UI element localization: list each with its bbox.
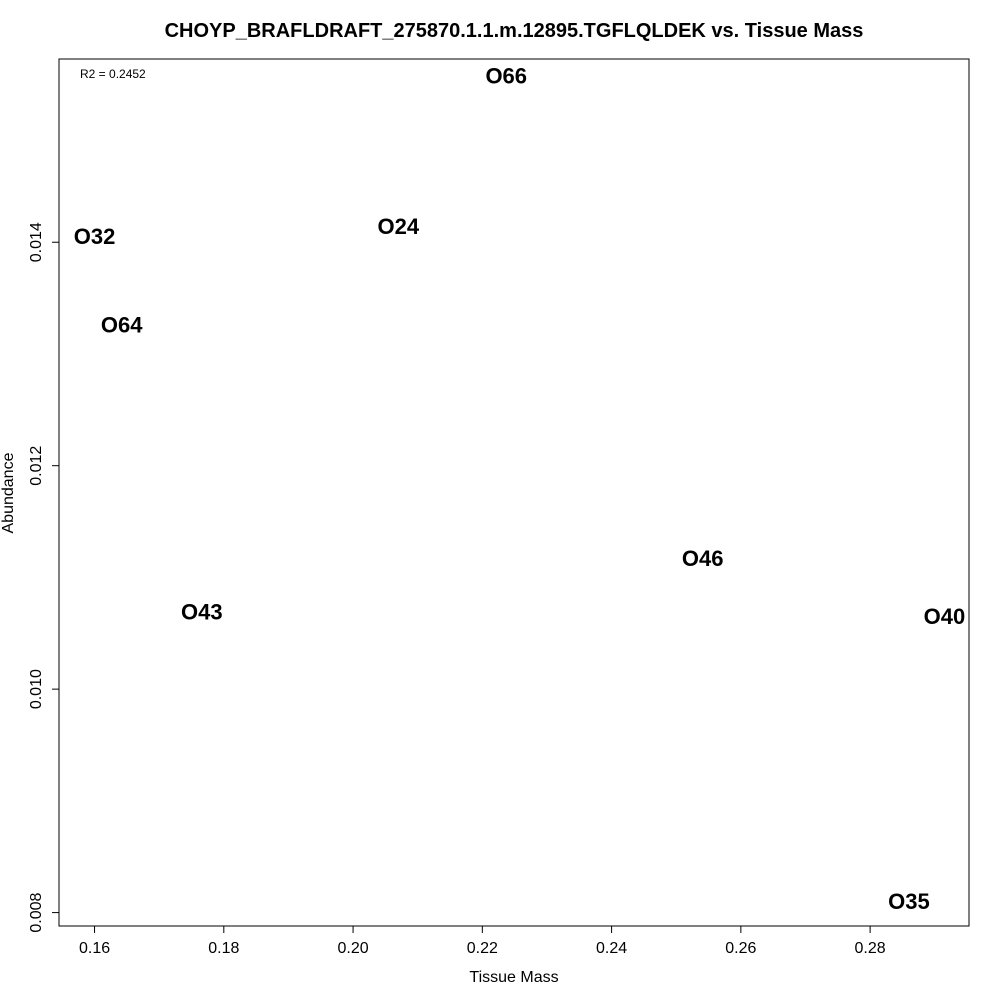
x-axis: 0.16 0.18 0.20 0.22 0.24 0.26 0.28 bbox=[79, 925, 886, 957]
x-tick-label: 0.28 bbox=[855, 940, 886, 957]
y-tick-label: 0.010 bbox=[28, 669, 45, 709]
x-tick-label: 0.26 bbox=[725, 940, 756, 957]
y-axis: 0.008 0.010 0.012 0.014 bbox=[28, 222, 60, 933]
data-points: O66 O32 O24 O64 O46 O43 O40 O35 bbox=[74, 63, 965, 914]
x-tick-label: 0.18 bbox=[208, 940, 239, 957]
x-tick-label: 0.22 bbox=[467, 940, 498, 957]
point-label-o66: O66 bbox=[485, 63, 527, 88]
point-label-o32: O32 bbox=[74, 224, 116, 249]
point-label-o43: O43 bbox=[181, 600, 223, 625]
x-tick-label: 0.24 bbox=[596, 940, 627, 957]
x-axis-title: Tissue Mass bbox=[469, 969, 558, 986]
point-label-o24: O24 bbox=[378, 214, 420, 239]
point-label-o64: O64 bbox=[101, 312, 143, 337]
chart-title: CHOYP_BRAFLDRAFT_275870.1.1.m.12895.TGFL… bbox=[165, 20, 864, 42]
y-tick-label: 0.012 bbox=[28, 446, 45, 486]
point-label-o46: O46 bbox=[682, 546, 724, 571]
y-axis-title: Abundance bbox=[0, 452, 17, 533]
point-label-o40: O40 bbox=[924, 604, 966, 629]
y-tick-label: 0.014 bbox=[28, 222, 45, 262]
x-tick-label: 0.20 bbox=[337, 940, 368, 957]
plot-frame bbox=[58, 58, 970, 927]
y-tick-label: 0.008 bbox=[28, 892, 45, 932]
point-label-o35: O35 bbox=[888, 889, 930, 914]
x-tick-label: 0.16 bbox=[79, 940, 110, 957]
r2-annotation: R2 = 0.2452 bbox=[80, 67, 146, 81]
